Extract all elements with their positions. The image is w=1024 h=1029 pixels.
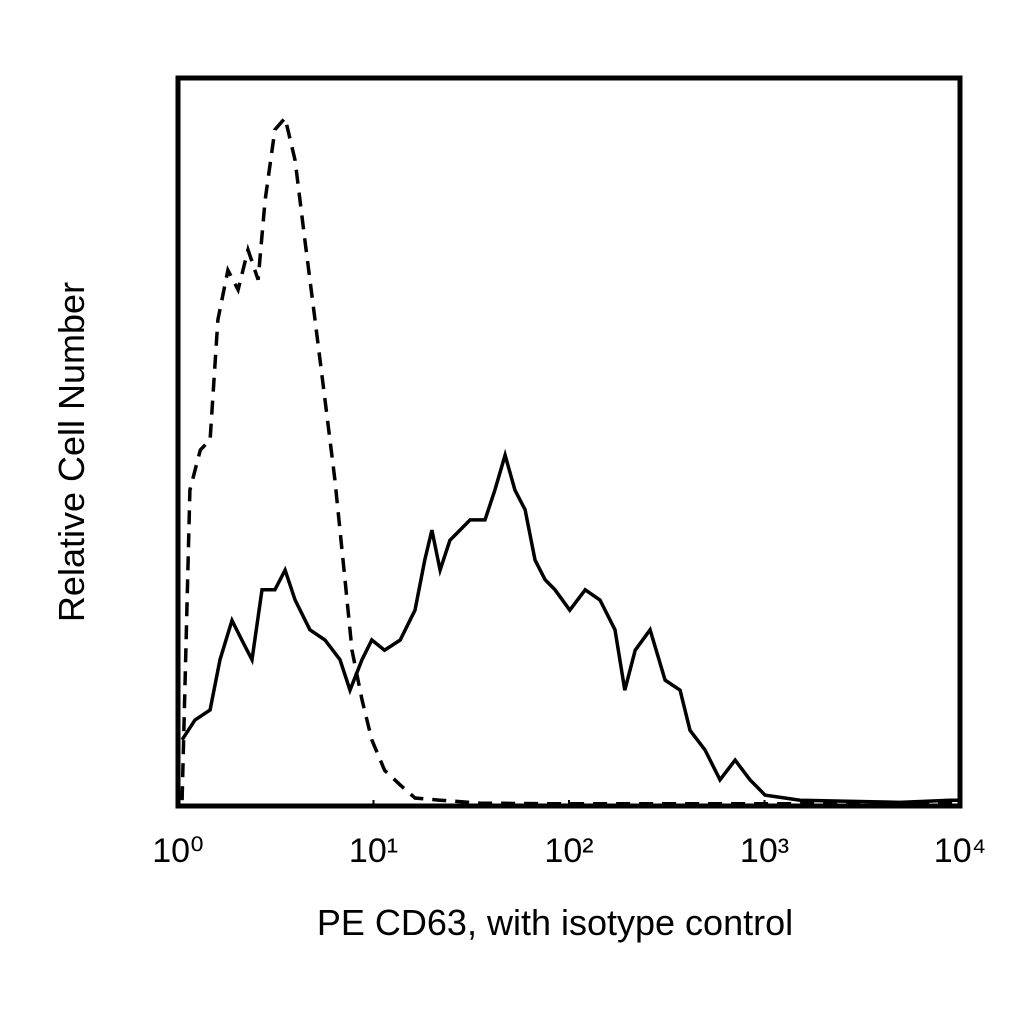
x-axis-label: PE CD63, with isotype control [317,902,793,943]
series-line [180,448,958,805]
series-line [180,114,960,806]
x-tick-label: 10⁰ [152,832,203,870]
x-tick-label: 10² [544,832,593,870]
x-tick-label: 10¹ [349,832,398,870]
plot-frame [175,75,963,809]
x-tick-label: 10³ [740,832,789,870]
y-axis-label: Relative Cell Number [51,282,92,622]
x-tick-label: 10⁴ [934,832,986,870]
